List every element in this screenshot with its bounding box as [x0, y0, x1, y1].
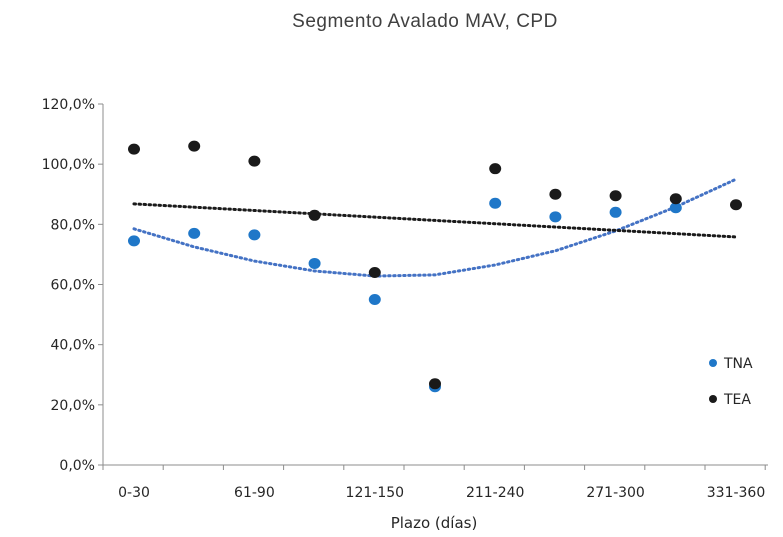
- point-tna: [609, 206, 622, 218]
- point-tna: [549, 211, 562, 223]
- trendlines: [132, 177, 738, 278]
- point-tea: [188, 140, 201, 152]
- point-tea: [489, 163, 502, 175]
- point-tna: [489, 197, 502, 209]
- point-tea: [128, 143, 140, 155]
- x-tick-label: 271-300: [586, 485, 645, 501]
- y-tick-label: 100,0%: [42, 157, 95, 173]
- y-tick-label: 80,0%: [51, 217, 95, 233]
- point-tea: [308, 209, 321, 221]
- point-tea: [248, 155, 261, 167]
- legend-label-tna: TNA: [723, 356, 753, 372]
- trendline-tna: [132, 177, 738, 278]
- point-tna: [188, 227, 201, 239]
- chart-title: Segmento Avalado MAV, CPD: [292, 11, 558, 32]
- x-tick-label: 61-90: [234, 485, 275, 501]
- point-tea: [669, 193, 682, 205]
- y-tick-label: 120,0%: [42, 97, 95, 113]
- x-axis-title: Plazo (días): [391, 514, 478, 532]
- y-tick-label: 0,0%: [59, 458, 95, 474]
- x-axis: 0-30 61-90 121-150 211-240 271-300 331-360: [102, 464, 768, 501]
- point-tea: [549, 188, 562, 200]
- data-points: [128, 140, 742, 393]
- point-tea: [368, 266, 381, 278]
- point-tea: [730, 199, 742, 211]
- x-tick-label: 211-240: [466, 485, 525, 501]
- y-axis: 0,0% 20,0% 40,0% 60,0% 80,0% 100,0% 120,0%: [42, 97, 104, 474]
- point-tna: [368, 294, 381, 306]
- y-tick-label: 40,0%: [51, 338, 95, 354]
- legend-marker-tna: [709, 359, 717, 367]
- point-tea: [609, 190, 622, 202]
- x-tick-label: 331-360: [707, 485, 766, 501]
- x-tick-label: 121-150: [346, 485, 405, 501]
- legend: TNA TEA: [709, 356, 753, 408]
- y-tick-label: 20,0%: [51, 398, 95, 414]
- point-tea: [429, 378, 441, 390]
- legend-label-tea: TEA: [723, 392, 751, 408]
- point-tna: [128, 235, 140, 247]
- legend-marker-tea: [709, 395, 717, 403]
- point-tna: [669, 202, 682, 214]
- x-tick-label: 0-30: [118, 485, 150, 501]
- point-tna: [248, 229, 261, 241]
- trendline-tea: [132, 202, 738, 239]
- y-tick-label: 60,0%: [51, 278, 95, 294]
- point-tna: [308, 257, 321, 269]
